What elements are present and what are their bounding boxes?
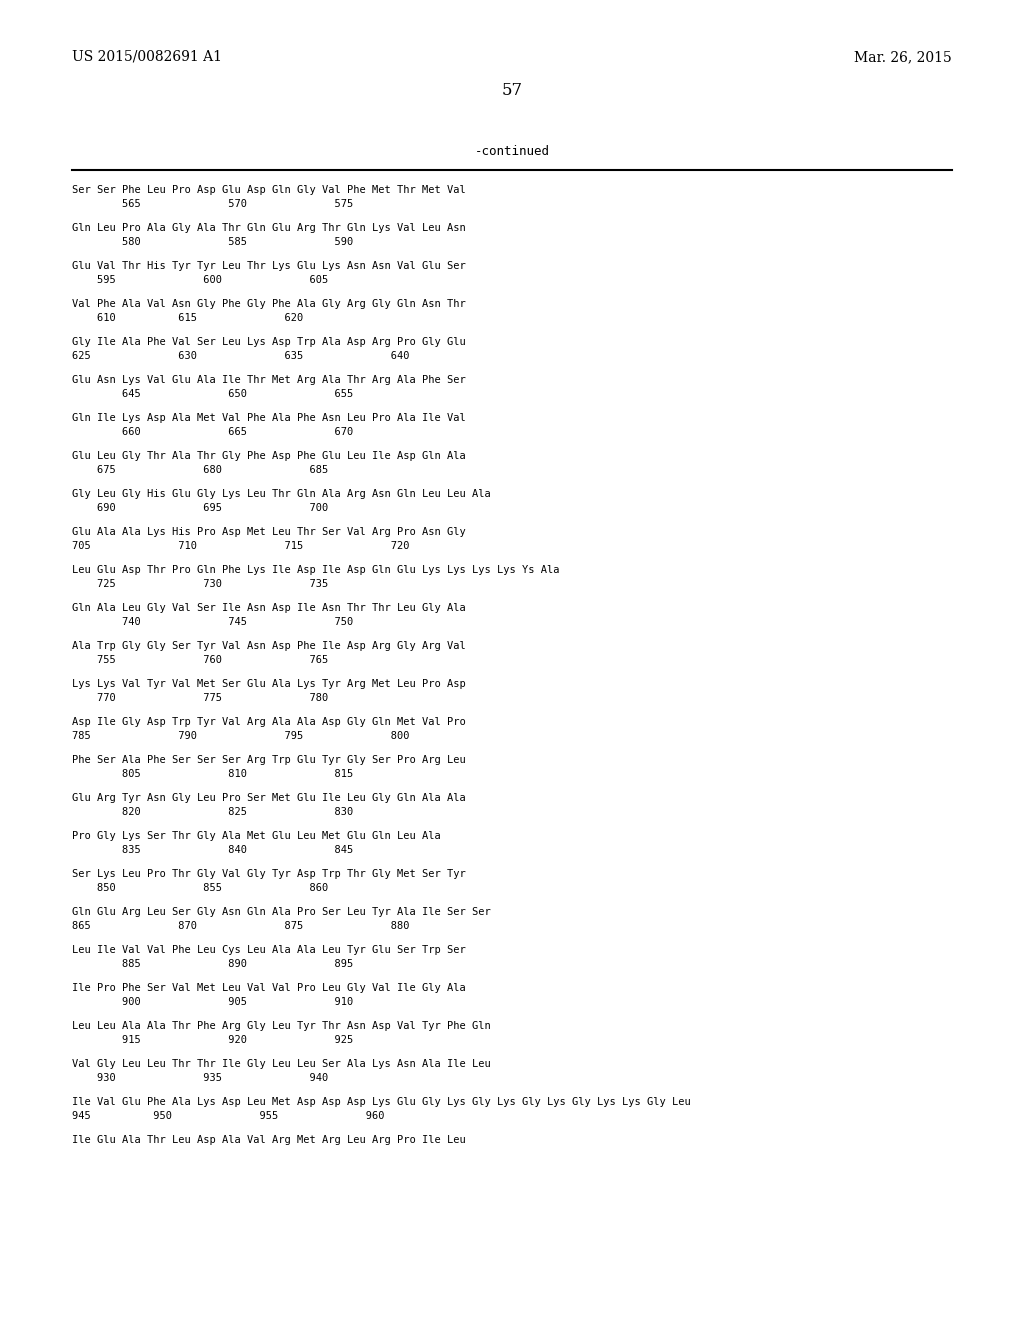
Text: 820              825              830: 820 825 830 [72,807,353,817]
Text: 660              665              670: 660 665 670 [72,426,353,437]
Text: Gln Leu Pro Ala Gly Ala Thr Gln Glu Arg Thr Gln Lys Val Leu Asn: Gln Leu Pro Ala Gly Ala Thr Gln Glu Arg … [72,223,466,234]
Text: Leu Ile Val Val Phe Leu Cys Leu Ala Ala Leu Tyr Glu Ser Trp Ser: Leu Ile Val Val Phe Leu Cys Leu Ala Ala … [72,945,466,954]
Text: Ala Trp Gly Gly Ser Tyr Val Asn Asp Phe Ile Asp Arg Gly Arg Val: Ala Trp Gly Gly Ser Tyr Val Asn Asp Phe … [72,642,466,651]
Text: Phe Ser Ala Phe Ser Ser Ser Arg Trp Glu Tyr Gly Ser Pro Arg Leu: Phe Ser Ala Phe Ser Ser Ser Arg Trp Glu … [72,755,466,766]
Text: Asp Ile Gly Asp Trp Tyr Val Arg Ala Ala Asp Gly Gln Met Val Pro: Asp Ile Gly Asp Trp Tyr Val Arg Ala Ala … [72,717,466,727]
Text: Gln Ile Lys Asp Ala Met Val Phe Ala Phe Asn Leu Pro Ala Ile Val: Gln Ile Lys Asp Ala Met Val Phe Ala Phe … [72,413,466,422]
Text: 625              630              635              640: 625 630 635 640 [72,351,410,360]
Text: Glu Leu Gly Thr Ala Thr Gly Phe Asp Phe Glu Leu Ile Asp Gln Ala: Glu Leu Gly Thr Ala Thr Gly Phe Asp Phe … [72,451,466,461]
Text: Pro Gly Lys Ser Thr Gly Ala Met Glu Leu Met Glu Gln Leu Ala: Pro Gly Lys Ser Thr Gly Ala Met Glu Leu … [72,832,440,841]
Text: 770              775              780: 770 775 780 [72,693,329,704]
Text: 835              840              845: 835 840 845 [72,845,353,855]
Text: Leu Leu Ala Ala Thr Phe Arg Gly Leu Tyr Thr Asn Asp Val Tyr Phe Gln: Leu Leu Ala Ala Thr Phe Arg Gly Leu Tyr … [72,1020,490,1031]
Text: 690              695              700: 690 695 700 [72,503,329,513]
Text: 610          615              620: 610 615 620 [72,313,303,323]
Text: Mar. 26, 2015: Mar. 26, 2015 [854,50,952,63]
Text: Val Gly Leu Leu Thr Thr Ile Gly Leu Leu Ser Ala Lys Asn Ala Ile Leu: Val Gly Leu Leu Thr Thr Ile Gly Leu Leu … [72,1059,490,1069]
Text: Gln Ala Leu Gly Val Ser Ile Asn Asp Ile Asn Thr Thr Leu Gly Ala: Gln Ala Leu Gly Val Ser Ile Asn Asp Ile … [72,603,466,612]
Text: 740              745              750: 740 745 750 [72,616,353,627]
Text: 580              585              590: 580 585 590 [72,238,353,247]
Text: 725              730              735: 725 730 735 [72,579,329,589]
Text: Ser Lys Leu Pro Thr Gly Val Gly Tyr Asp Trp Thr Gly Met Ser Tyr: Ser Lys Leu Pro Thr Gly Val Gly Tyr Asp … [72,869,466,879]
Text: Gln Glu Arg Leu Ser Gly Asn Gln Ala Pro Ser Leu Tyr Ala Ile Ser Ser: Gln Glu Arg Leu Ser Gly Asn Gln Ala Pro … [72,907,490,917]
Text: 945          950              955              960: 945 950 955 960 [72,1111,384,1121]
Text: 755              760              765: 755 760 765 [72,655,329,665]
Text: 865              870              875              880: 865 870 875 880 [72,921,410,931]
Text: 900              905              910: 900 905 910 [72,997,353,1007]
Text: Val Phe Ala Val Asn Gly Phe Gly Phe Ala Gly Arg Gly Gln Asn Thr: Val Phe Ala Val Asn Gly Phe Gly Phe Ala … [72,300,466,309]
Text: Glu Ala Ala Lys His Pro Asp Met Leu Thr Ser Val Arg Pro Asn Gly: Glu Ala Ala Lys His Pro Asp Met Leu Thr … [72,527,466,537]
Text: Glu Arg Tyr Asn Gly Leu Pro Ser Met Glu Ile Leu Gly Gln Ala Ala: Glu Arg Tyr Asn Gly Leu Pro Ser Met Glu … [72,793,466,803]
Text: 705              710              715              720: 705 710 715 720 [72,541,410,550]
Text: 675              680              685: 675 680 685 [72,465,329,475]
Text: Glu Val Thr His Tyr Tyr Leu Thr Lys Glu Lys Asn Asn Val Glu Ser: Glu Val Thr His Tyr Tyr Leu Thr Lys Glu … [72,261,466,271]
Text: Gly Leu Gly His Glu Gly Lys Leu Thr Gln Ala Arg Asn Gln Leu Leu Ala: Gly Leu Gly His Glu Gly Lys Leu Thr Gln … [72,488,490,499]
Text: Ile Glu Ala Thr Leu Asp Ala Val Arg Met Arg Leu Arg Pro Ile Leu: Ile Glu Ala Thr Leu Asp Ala Val Arg Met … [72,1135,466,1144]
Text: 915              920              925: 915 920 925 [72,1035,353,1045]
Text: 805              810              815: 805 810 815 [72,770,353,779]
Text: 645              650              655: 645 650 655 [72,389,353,399]
Text: 850              855              860: 850 855 860 [72,883,329,894]
Text: Ile Val Glu Phe Ala Lys Asp Leu Met Asp Asp Asp Lys Glu Gly Lys Gly Lys Gly Lys : Ile Val Glu Phe Ala Lys Asp Leu Met Asp … [72,1097,691,1107]
Text: 785              790              795              800: 785 790 795 800 [72,731,410,741]
Text: 565              570              575: 565 570 575 [72,199,353,209]
Text: Ser Ser Phe Leu Pro Asp Glu Asp Gln Gly Val Phe Met Thr Met Val: Ser Ser Phe Leu Pro Asp Glu Asp Gln Gly … [72,185,466,195]
Text: US 2015/0082691 A1: US 2015/0082691 A1 [72,50,222,63]
Text: Glu Asn Lys Val Glu Ala Ile Thr Met Arg Ala Thr Arg Ala Phe Ser: Glu Asn Lys Val Glu Ala Ile Thr Met Arg … [72,375,466,385]
Text: Lys Lys Val Tyr Val Met Ser Glu Ala Lys Tyr Arg Met Leu Pro Asp: Lys Lys Val Tyr Val Met Ser Glu Ala Lys … [72,678,466,689]
Text: 595              600              605: 595 600 605 [72,275,329,285]
Text: 930              935              940: 930 935 940 [72,1073,329,1082]
Text: 57: 57 [502,82,522,99]
Text: Leu Glu Asp Thr Pro Gln Phe Lys Ile Asp Ile Asp Gln Glu Lys Lys Lys Lys Ys Ala: Leu Glu Asp Thr Pro Gln Phe Lys Ile Asp … [72,565,559,576]
Text: -continued: -continued [474,145,550,158]
Text: 885              890              895: 885 890 895 [72,960,353,969]
Text: Gly Ile Ala Phe Val Ser Leu Lys Asp Trp Ala Asp Arg Pro Gly Glu: Gly Ile Ala Phe Val Ser Leu Lys Asp Trp … [72,337,466,347]
Text: Ile Pro Phe Ser Val Met Leu Val Val Pro Leu Gly Val Ile Gly Ala: Ile Pro Phe Ser Val Met Leu Val Val Pro … [72,983,466,993]
